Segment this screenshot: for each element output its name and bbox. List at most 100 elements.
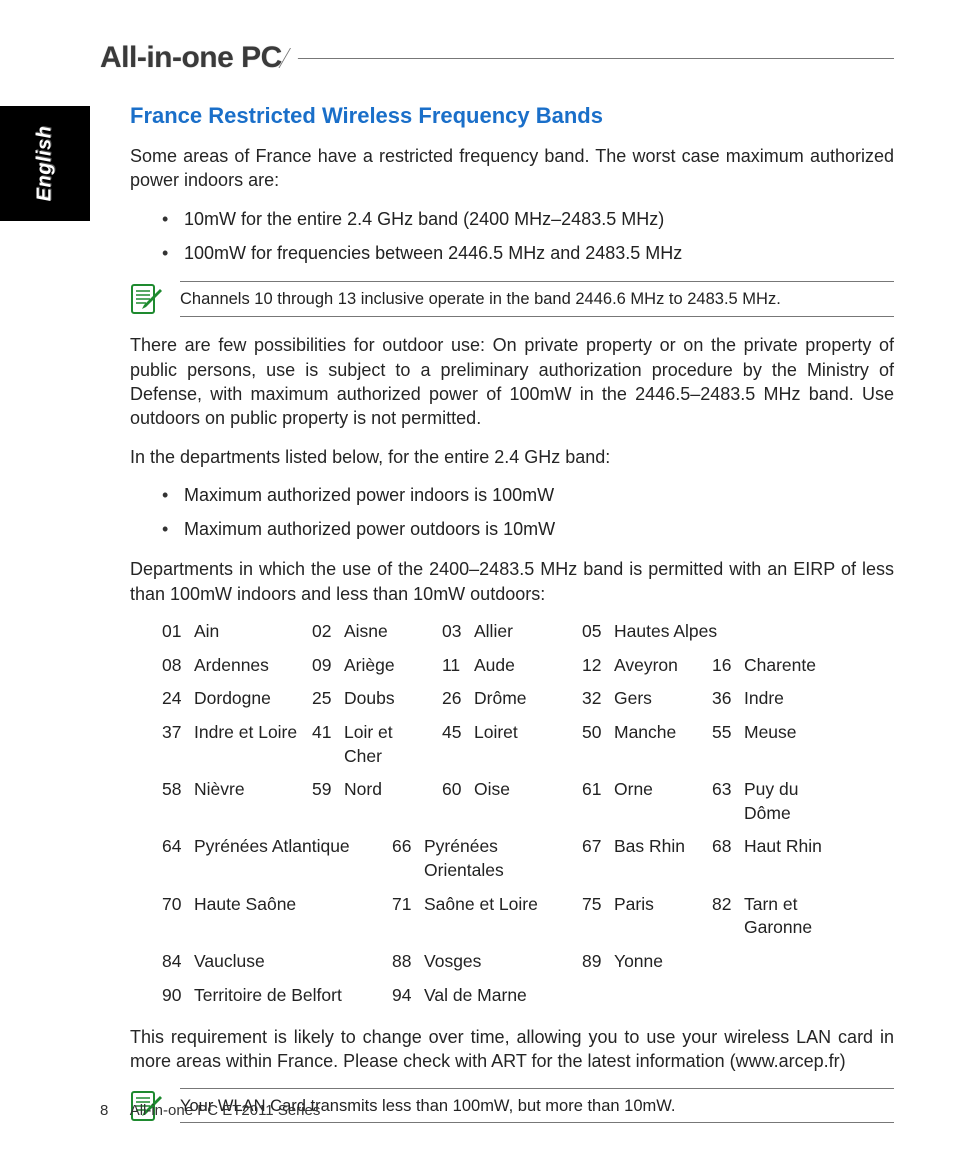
paragraph-5: This requirement is likely to change ove… bbox=[130, 1025, 894, 1074]
note-box-1: Channels 10 through 13 inclusive operate… bbox=[130, 281, 894, 317]
dept-name: Loiret bbox=[474, 721, 518, 768]
dept-name: Orne bbox=[614, 778, 653, 825]
bullet-item: 10mW for the entire 2.4 GHz band (2400 M… bbox=[162, 207, 894, 231]
dept-number: 88 bbox=[392, 950, 416, 974]
dept-number: 45 bbox=[442, 721, 466, 768]
dept-name: Vaucluse bbox=[194, 950, 265, 974]
page-footer: 8 All-in-one PC ET2011 Series bbox=[100, 1101, 320, 1121]
dept-cell: 25Doubs bbox=[312, 687, 442, 711]
dept-name: Territoire de Belfort bbox=[194, 984, 342, 1008]
dept-cell: 50Manche bbox=[582, 721, 712, 768]
dept-name: Meuse bbox=[744, 721, 797, 768]
dept-cell: 64Pyrénées Atlantique bbox=[162, 835, 392, 882]
dept-number: 58 bbox=[162, 778, 186, 825]
dept-name: Pyrénées Atlantique bbox=[194, 835, 350, 882]
note-icon bbox=[130, 283, 162, 317]
dept-cell: 03Allier bbox=[442, 620, 582, 644]
paragraph-2: There are few possibilities for outdoor … bbox=[130, 333, 894, 430]
dept-cell: 88 Vosges bbox=[392, 950, 582, 974]
dept-cell: 32 Gers bbox=[582, 687, 712, 711]
dept-name: Puy du Dôme bbox=[744, 778, 848, 825]
dept-row: 37Indre et Loire41Loir et Cher45Loiret50… bbox=[162, 721, 894, 768]
dept-cell: 60Oise bbox=[442, 778, 582, 825]
departments-table: 01Ain02Aisne03Allier05Hautes Alpes08Arde… bbox=[162, 620, 894, 1007]
dept-cell: 58Nièvre bbox=[162, 778, 312, 825]
dept-cell: 82Tarn et Garonne bbox=[712, 893, 882, 940]
dept-number: 61 bbox=[582, 778, 606, 825]
dept-cell: 41Loir et Cher bbox=[312, 721, 442, 768]
dept-name: Val de Marne bbox=[424, 984, 527, 1008]
dept-name: Indre bbox=[744, 687, 784, 711]
dept-name: Indre et Loire bbox=[194, 721, 297, 768]
language-tab: English bbox=[0, 106, 90, 221]
dept-number: 71 bbox=[392, 893, 416, 940]
bullet-list-2: Maximum authorized power indoors is 100m… bbox=[162, 483, 894, 542]
dept-name: Vosges bbox=[424, 950, 481, 974]
dept-cell: 45Loiret bbox=[442, 721, 582, 768]
bullet-item: Maximum authorized power indoors is 100m… bbox=[162, 483, 894, 507]
dept-name: Aisne bbox=[344, 620, 388, 644]
dept-cell: 71Saône et Loire bbox=[392, 893, 582, 940]
dept-number: 64 bbox=[162, 835, 186, 882]
dept-name: Aude bbox=[474, 654, 515, 678]
dept-number: 89 bbox=[582, 950, 606, 974]
dept-number: 12 bbox=[582, 654, 606, 678]
dept-cell: 36 Indre bbox=[712, 687, 842, 711]
dept-number: 55 bbox=[712, 721, 736, 768]
dept-number: 25 bbox=[312, 687, 336, 711]
dept-number: 68 bbox=[712, 835, 736, 882]
dept-number: 50 bbox=[582, 721, 606, 768]
dept-name: Gers bbox=[614, 687, 652, 711]
paragraph-3: In the departments listed below, for the… bbox=[130, 445, 894, 469]
dept-row: 24Dordogne25Doubs26Drôme32Gers36Indre bbox=[162, 687, 894, 711]
dept-name: Charente bbox=[744, 654, 816, 678]
bullet-item: Maximum authorized power outdoors is 10m… bbox=[162, 517, 894, 541]
dept-cell: 08Ardennes bbox=[162, 654, 312, 678]
dept-number: 26 bbox=[442, 687, 466, 711]
dept-number: 09 bbox=[312, 654, 336, 678]
dept-cell: 26 Drôme bbox=[442, 687, 582, 711]
paragraph-4: Departments in which the use of the 2400… bbox=[130, 557, 894, 606]
dept-name: Nièvre bbox=[194, 778, 245, 825]
dept-name: Yonne bbox=[614, 950, 663, 974]
dept-name: Ain bbox=[194, 620, 219, 644]
dept-row: 90Territoire de Belfort94Val de Marne bbox=[162, 984, 894, 1008]
dept-cell: 09Ariège bbox=[312, 654, 442, 678]
bullet-list-1: 10mW for the entire 2.4 GHz band (2400 M… bbox=[162, 207, 894, 266]
dept-name: Drôme bbox=[474, 687, 527, 711]
page-header: All-in-one PC bbox=[100, 38, 894, 79]
dept-cell: 02Aisne bbox=[312, 620, 442, 644]
header-rule bbox=[292, 46, 894, 70]
dept-number: 32 bbox=[582, 687, 606, 711]
page-content: All-in-one PC France Restricted Wireless… bbox=[0, 0, 954, 1170]
dept-row: 70Haute Saône71Saône et Loire75Paris82Ta… bbox=[162, 893, 894, 940]
dept-cell: 11Aude bbox=[442, 654, 582, 678]
section-heading: France Restricted Wireless Frequency Ban… bbox=[130, 101, 894, 131]
dept-cell: 70Haute Saône bbox=[162, 893, 392, 940]
footer-text: All-in-one PC ET2011 Series bbox=[130, 1102, 321, 1119]
dept-name: Loir et Cher bbox=[344, 721, 428, 768]
dept-cell: 75Paris bbox=[582, 893, 712, 940]
dept-name: Aveyron bbox=[614, 654, 678, 678]
dept-name: Saône et Loire bbox=[424, 893, 538, 940]
intro-paragraph: Some areas of France have a restricted f… bbox=[130, 144, 894, 193]
dept-row: 64Pyrénées Atlantique66Pyrénées Oriental… bbox=[162, 835, 894, 882]
dept-number: 70 bbox=[162, 893, 186, 940]
dept-number: 36 bbox=[712, 687, 736, 711]
dept-number: 05 bbox=[582, 620, 606, 644]
dept-cell: 89 Yonne bbox=[582, 950, 712, 974]
dept-number: 63 bbox=[712, 778, 736, 825]
dept-number: 08 bbox=[162, 654, 186, 678]
dept-cell: 59Nord bbox=[312, 778, 442, 825]
dept-number: 82 bbox=[712, 893, 736, 940]
dept-cell: 84Vaucluse bbox=[162, 950, 392, 974]
dept-cell: 94Val de Marne bbox=[392, 984, 582, 1008]
header-title: All-in-one PC bbox=[100, 38, 292, 79]
dept-row: 58Nièvre59Nord60Oise61Orne63Puy du Dôme bbox=[162, 778, 894, 825]
dept-name: Allier bbox=[474, 620, 513, 644]
dept-name: Paris bbox=[614, 893, 654, 940]
dept-number: 59 bbox=[312, 778, 336, 825]
dept-row: 01Ain02Aisne03Allier05Hautes Alpes bbox=[162, 620, 894, 644]
dept-number: 66 bbox=[392, 835, 416, 882]
dept-name: Manche bbox=[614, 721, 676, 768]
